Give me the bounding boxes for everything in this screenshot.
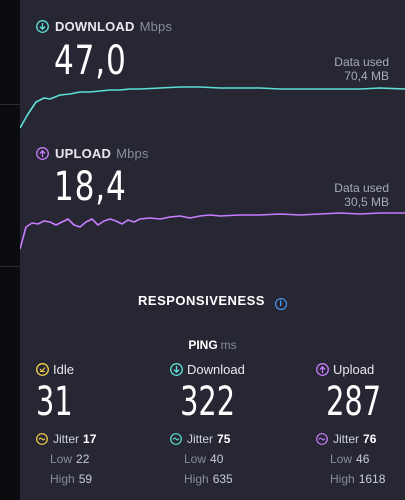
idle-high-value: 59: [78, 472, 93, 486]
download-header: DOWNLOAD Mbps: [36, 19, 172, 34]
download-arrow-icon: [36, 20, 49, 33]
speed-result-card: DOWNLOAD Mbps 47,0 Data used 70,4 MB UPL…: [20, 0, 405, 500]
upload-ping-label: Upload: [333, 362, 375, 377]
jitter-label: Jitter: [53, 432, 80, 446]
upload-data-used-label: Data used: [334, 181, 389, 195]
jitter-icon: [170, 433, 182, 445]
upload-data-used-value: 30,5 MB: [344, 195, 389, 209]
ping-unit: ms: [220, 338, 237, 352]
ping-column-upload: Upload 287 Jitter 76 Low 46 High 1618: [316, 362, 405, 486]
responsiveness-title: RESPONSIVENESS: [138, 293, 265, 308]
upload-high-value: 1618: [358, 472, 386, 486]
high-label: High: [184, 472, 209, 486]
upload-low-value: 46: [356, 452, 370, 466]
upload-speed-graph: [20, 212, 405, 250]
low-label: Low: [50, 452, 73, 466]
jitter-label: Jitter: [333, 432, 360, 446]
download-unit: Mbps: [139, 19, 173, 34]
download-ping-value: 322: [180, 379, 236, 425]
jitter-icon: [316, 433, 328, 445]
idle-icon: [36, 363, 49, 376]
upload-jitter-value: 76: [363, 432, 377, 446]
download-data-used-value: 70,4 MB: [344, 69, 389, 83]
high-label: High: [50, 472, 75, 486]
download-high-value: 635: [212, 472, 233, 486]
left-edge-panel: [0, 0, 20, 500]
download-speed-value: 47,0: [54, 38, 127, 84]
upload-speed-value: 18,4: [54, 164, 127, 210]
ping-column-download: Download 322 Jitter 75 Low 40 High 635: [170, 362, 260, 486]
upload-arrow-icon: [316, 363, 329, 376]
ping-label: PING ms: [20, 338, 405, 352]
low-label: Low: [184, 452, 207, 466]
idle-ping-value: 31: [36, 379, 73, 425]
upload-title: UPLOAD: [55, 146, 112, 161]
idle-low-value: 22: [76, 452, 90, 466]
jitter-icon: [36, 433, 48, 445]
jitter-label: Jitter: [187, 432, 214, 446]
download-data-used-label: Data used: [334, 55, 389, 69]
responsiveness-header: RESPONSIVENESS i: [20, 293, 405, 310]
download-low-value: 40: [210, 452, 224, 466]
high-label: High: [330, 472, 355, 486]
ping-column-idle: Idle 31 Jitter 17 Low 22 High 59: [36, 362, 96, 486]
download-title: DOWNLOAD: [55, 19, 135, 34]
upload-unit: Mbps: [116, 146, 149, 161]
low-label: Low: [330, 452, 353, 466]
upload-header: UPLOAD Mbps: [36, 146, 149, 161]
ping-title: PING: [188, 338, 218, 352]
download-ping-label: Download: [187, 362, 245, 377]
idle-label: Idle: [53, 362, 74, 377]
download-speed-graph: [20, 86, 405, 129]
idle-jitter-value: 17: [83, 432, 97, 446]
info-icon[interactable]: i: [274, 298, 287, 310]
upload-ping-value: 287: [326, 379, 382, 425]
download-arrow-icon: [170, 363, 183, 376]
upload-arrow-icon: [36, 147, 49, 160]
download-jitter-value: 75: [217, 432, 231, 446]
